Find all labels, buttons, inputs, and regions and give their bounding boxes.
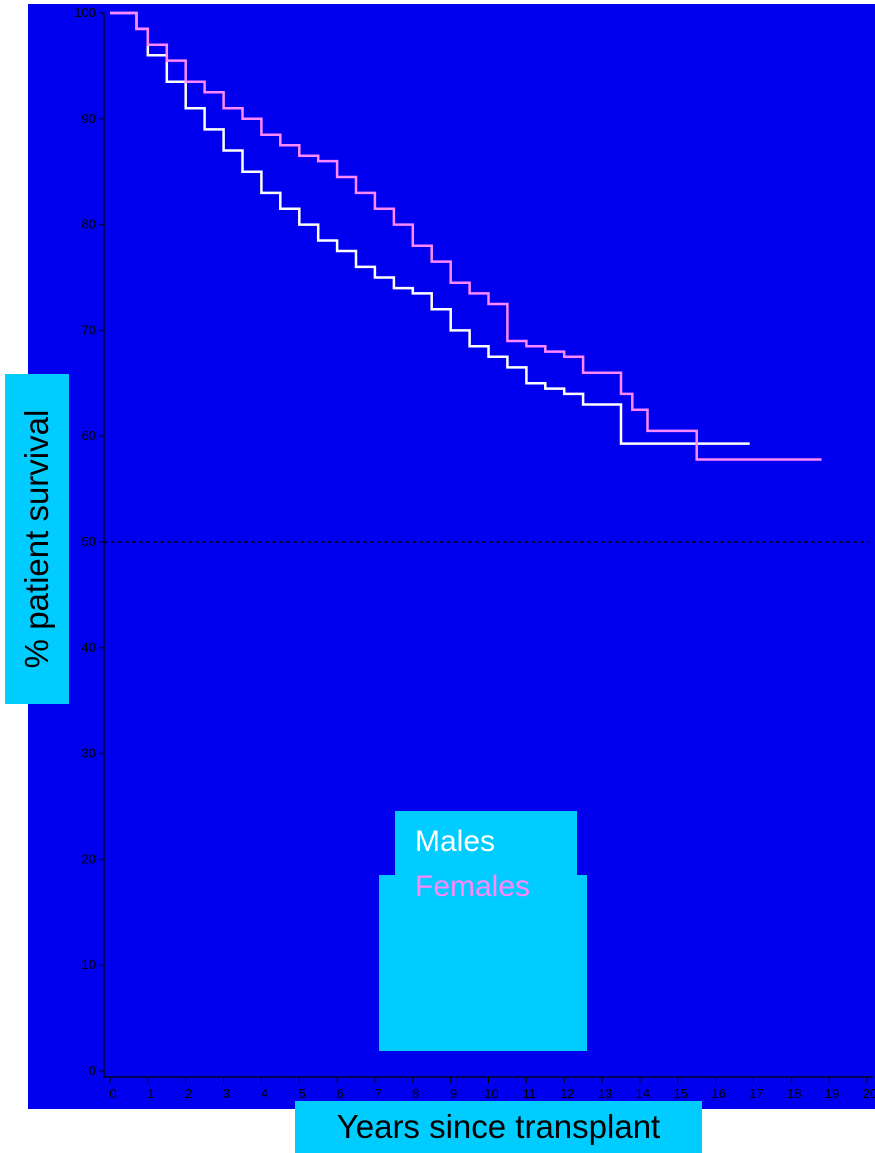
y-axis-label-box: [5, 374, 69, 704]
x-axis-label: Years since transplant: [336, 1108, 661, 1145]
x-tick-label-10: 10: [484, 1086, 498, 1101]
legend-box-lower: [379, 875, 587, 1051]
x-tick-label-12: 12: [560, 1086, 574, 1101]
y-tick-label-50: 50: [82, 534, 96, 549]
x-tick-label-15: 15: [674, 1086, 688, 1101]
x-tick-label-3: 3: [223, 1086, 230, 1101]
y-tick-label-80: 80: [82, 217, 96, 232]
x-tick-label-0: 0: [109, 1086, 116, 1101]
x-tick-label-16: 16: [711, 1086, 725, 1101]
x-axis-label-box: Years since transplant: [295, 1101, 702, 1153]
y-tick-label-60: 60: [82, 428, 96, 443]
x-tick-label-6: 6: [336, 1086, 343, 1101]
y-axis-label: % patient survival: [18, 409, 55, 669]
y-tick-label-40: 40: [82, 640, 96, 655]
legend-males: Males: [415, 825, 496, 858]
y-tick-label-10: 10: [82, 957, 96, 972]
x-tick-label-8: 8: [412, 1086, 419, 1101]
x-tick-label-19: 19: [825, 1086, 839, 1101]
series-line-females: [110, 11, 822, 461]
x-tick-label-7: 7: [374, 1086, 381, 1101]
x-tick-label-11: 11: [523, 1086, 537, 1101]
y-tick-label-90: 90: [82, 111, 96, 126]
legend-females: Females: [415, 870, 531, 903]
x-tick-label-1: 1: [147, 1086, 154, 1101]
legend-box-upper: [395, 811, 577, 881]
x-tick-label-13: 13: [598, 1086, 612, 1101]
x-tick-label-18: 18: [787, 1086, 801, 1101]
x-tick-label-4: 4: [261, 1086, 268, 1101]
x-tick-label-5: 5: [299, 1086, 306, 1101]
y-tick-label-20: 20: [82, 851, 96, 866]
x-tick-label-17: 17: [749, 1086, 763, 1101]
series-line-males: [110, 11, 750, 445]
x-tick-label-9: 9: [450, 1086, 457, 1101]
y-tick-label-0: 0: [89, 1063, 96, 1078]
y-tick-label-70: 70: [82, 322, 96, 337]
x-tick-label-14: 14: [636, 1086, 650, 1101]
x-tick-label-2: 2: [185, 1086, 192, 1101]
y-tick-label-100: 100: [74, 5, 96, 20]
y-tick-label-30: 30: [82, 746, 96, 761]
x-tick-label-20: 20: [863, 1086, 875, 1101]
